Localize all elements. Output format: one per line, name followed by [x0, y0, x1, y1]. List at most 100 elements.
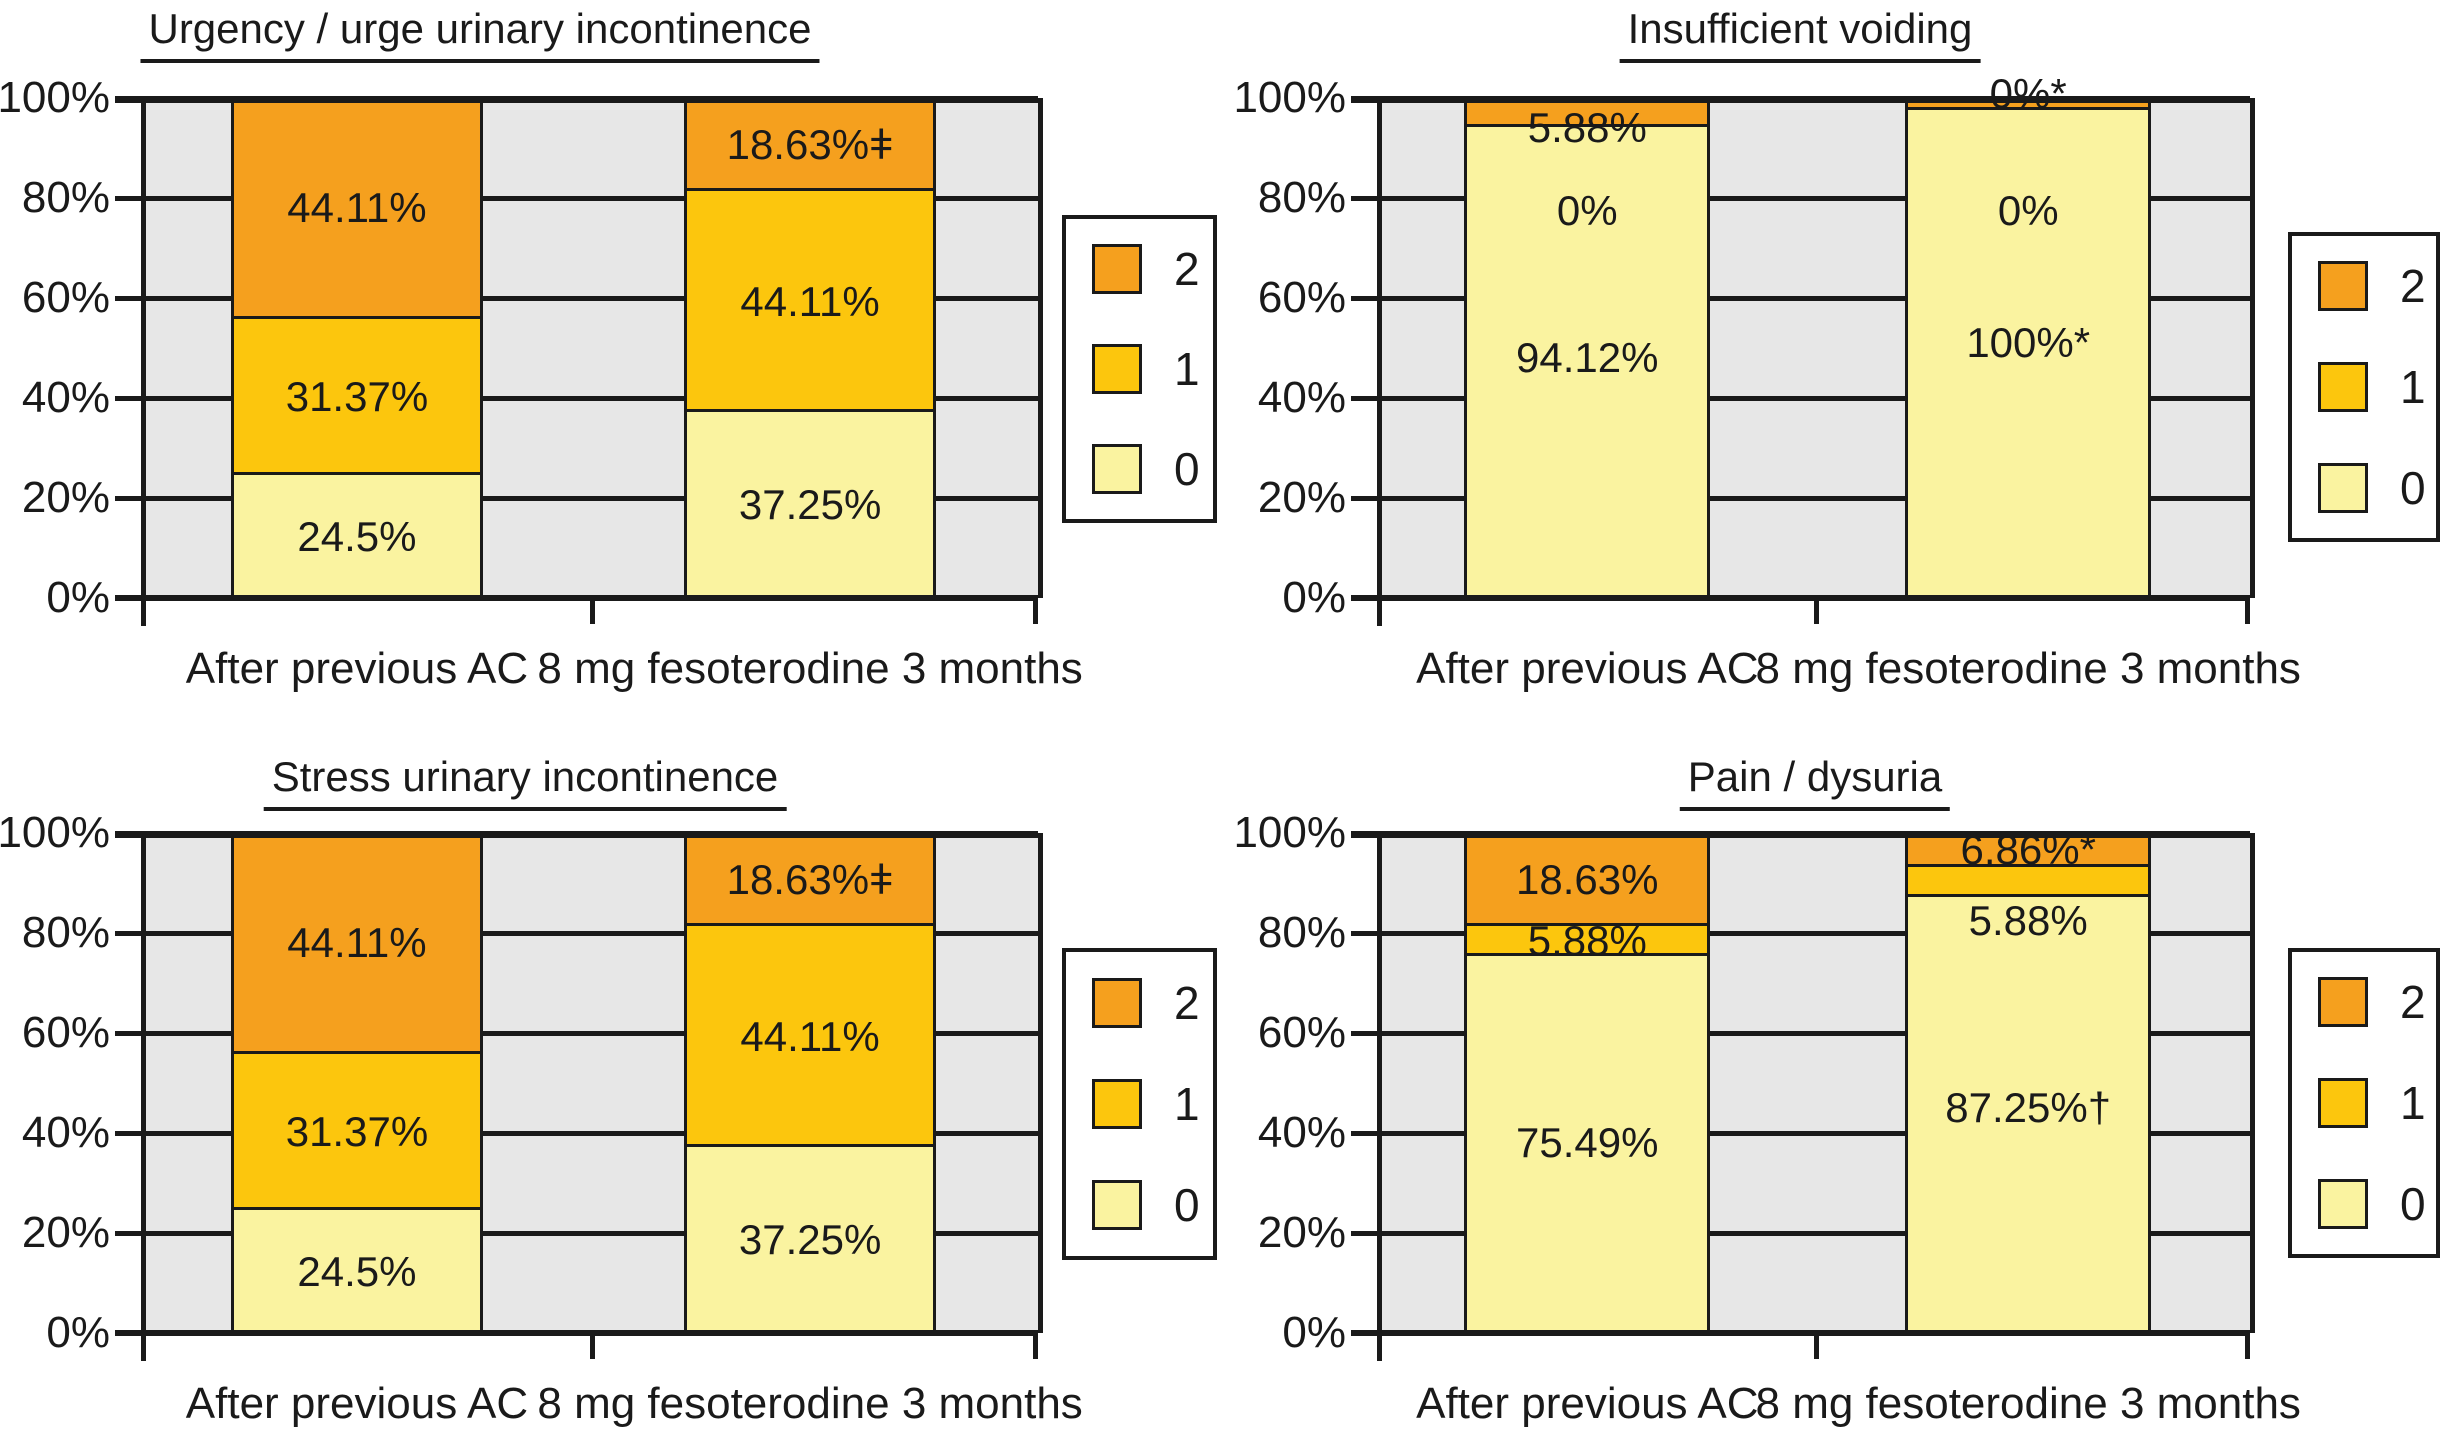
bar-segment-label: 94.12%	[1516, 334, 1659, 381]
bar-segment-label: 37.25%	[738, 1216, 882, 1263]
y-axis-tick-label: 40%	[1257, 373, 1346, 422]
y-axis-tick-label: 80%	[21, 173, 110, 222]
bar-segment-score-0	[1464, 955, 1711, 1333]
x-axis-tick	[2245, 598, 2250, 624]
y-axis-tick-label: 100%	[1233, 73, 1346, 122]
y-axis-tick-label: 60%	[1257, 1008, 1346, 1057]
legend-swatch-score-2	[2318, 261, 2368, 312]
y-axis-line	[1377, 831, 1382, 1361]
bar-segment-score-0	[1905, 896, 2152, 1333]
plot-area-insufficient-voiding: 100% 80% 60% 40% 20% 0% 5.88% 0% 94.12% After pre…	[1233, 70, 2300, 693]
legend-label: 2	[1174, 976, 1200, 1029]
y-axis-line	[1377, 96, 1382, 626]
y-axis-tick-label: 20%	[1257, 473, 1346, 522]
bar-segment-label: 44.11%	[740, 1012, 880, 1060]
bar-segment-label: 5.88%	[1527, 103, 1647, 151]
gridline-80	[1351, 931, 2250, 936]
legend-label: 2	[2400, 976, 2426, 1029]
bar-category-1: 5.88% 0% 94.12%	[1464, 98, 1711, 598]
chart-title-stress-incontinence: Stress urinary incontinence	[263, 753, 787, 812]
gridline-80	[115, 196, 1038, 201]
y-axis-tick-label: 0%	[1282, 573, 1346, 622]
legend-label: 1	[2400, 1076, 2426, 1129]
legend-item: 1	[2292, 1076, 2436, 1130]
y-axis-tick-label: 100%	[0, 808, 110, 857]
gridline-80	[115, 931, 1038, 936]
x-category-label: 8 mg fesoterodine 3 months	[1755, 1379, 2301, 1428]
x-axis-tick	[1033, 598, 1038, 624]
x-category-label: 8 mg fesoterodine 3 months	[537, 1379, 1083, 1428]
bar-segment-label: 18.63%ǂ	[726, 855, 894, 903]
legend: 2 1 0	[1062, 215, 1217, 523]
bar-category-1: 44.11% 31.37% 24.5%	[230, 833, 484, 1333]
y-axis-tick-label: 0%	[46, 573, 110, 622]
legend-label: 1	[1174, 1077, 1200, 1130]
legend-label: 2	[1174, 243, 1200, 295]
x-category-label: After previous AC	[1416, 644, 1759, 693]
legend-item: 0	[2292, 461, 2436, 515]
bar-segment-score-2	[683, 98, 937, 192]
legend-item: 1	[1066, 1077, 1213, 1131]
legend-item: 2	[1066, 242, 1213, 296]
bar-segment-score-0	[1464, 127, 1711, 598]
bar-segment-score-0	[683, 411, 937, 598]
y-axis-tick-label: 80%	[1257, 908, 1346, 957]
bar-segment-label: 100%*	[1966, 319, 2091, 366]
legend-item: 1	[1066, 342, 1213, 396]
y-axis-tick-label: 60%	[21, 273, 110, 322]
gridline-20	[1351, 1231, 2250, 1236]
gridline-60	[115, 296, 1038, 301]
bar-segment-score-2	[230, 98, 484, 319]
bar-category-1: 44.11% 31.37% 24.5%	[230, 98, 484, 598]
legend-label: 2	[2400, 260, 2426, 313]
bar-segment-score-2	[1905, 833, 2152, 868]
gridline-40	[115, 1131, 1038, 1136]
gridline-20	[115, 496, 1038, 501]
y-axis-tick-label: 60%	[1257, 273, 1346, 322]
legend-item: 2	[2292, 975, 2436, 1029]
legend-swatch-score-2	[1092, 977, 1142, 1028]
y-axis-tick-label: 40%	[21, 373, 110, 422]
legend-label: 1	[1174, 343, 1200, 395]
bar-segment-label: 0%	[1556, 186, 1618, 234]
bar-category-2: 6.86%* 5.88% 87.25%†	[1905, 826, 2152, 1333]
bar-category-2: 18.63%ǂ 44.11% 37.25%	[683, 98, 937, 598]
x-axis-tick	[1814, 598, 1819, 624]
legend-swatch-score-0	[2318, 1178, 2368, 1229]
y-axis-line	[141, 96, 146, 626]
legend-item: 0	[2292, 1177, 2436, 1231]
legend-swatch-score-2	[2318, 977, 2368, 1028]
y-axis-tick-label: 0%	[46, 1308, 110, 1357]
bar-category-2: 0%* 0% 100%*	[1905, 70, 2152, 598]
x-axis-tick	[590, 1333, 595, 1359]
x-axis-tick	[1814, 1333, 1819, 1359]
gridline-0	[115, 595, 1038, 601]
legend: 2 1 0	[2288, 948, 2440, 1258]
bar-segment-label: 0%	[1997, 186, 2059, 234]
x-category-label: After previous AC	[1416, 1379, 1759, 1428]
y-axis-tick-label: 40%	[21, 1108, 110, 1157]
bar-segment-label: 18.63%ǂ	[726, 120, 894, 168]
y-axis-tick-label: 100%	[1233, 808, 1346, 857]
x-axis-tick	[590, 598, 595, 624]
gridline-60	[115, 1031, 1038, 1036]
y-axis-tick-label: 100%	[0, 73, 110, 122]
y-axis-tick-label: 60%	[21, 1008, 110, 1057]
gridline-80	[1351, 196, 2250, 201]
chart-title-urgency-urge-incontinence: Urgency / urge urinary incontinence	[140, 5, 820, 64]
chart-title-pain-dysuria: Pain / dysuria	[1679, 753, 1951, 812]
bar-segment-label: 6.86%*	[1960, 826, 2096, 873]
legend-label: 1	[2400, 360, 2426, 413]
gridline-100	[1351, 831, 2250, 838]
legend-label: 0	[2400, 461, 2426, 514]
bar-segment-score-1	[1905, 867, 2152, 897]
gridline-20	[115, 1231, 1038, 1236]
y-axis-tick-label: 0%	[1282, 1308, 1346, 1357]
legend-swatch-score-0	[2318, 462, 2368, 513]
legend-swatch-score-1	[2318, 361, 2368, 412]
bar-segment-label: 0%*	[1989, 70, 2067, 117]
gridline-20	[1351, 496, 2250, 501]
bar-segment-label: 44.11%	[287, 184, 427, 231]
plot-area-urgency-urge-incontinence: 100% 80% 60% 40% 20% 0% 44.11% 31.37% 24.5% After…	[0, 74, 1083, 694]
